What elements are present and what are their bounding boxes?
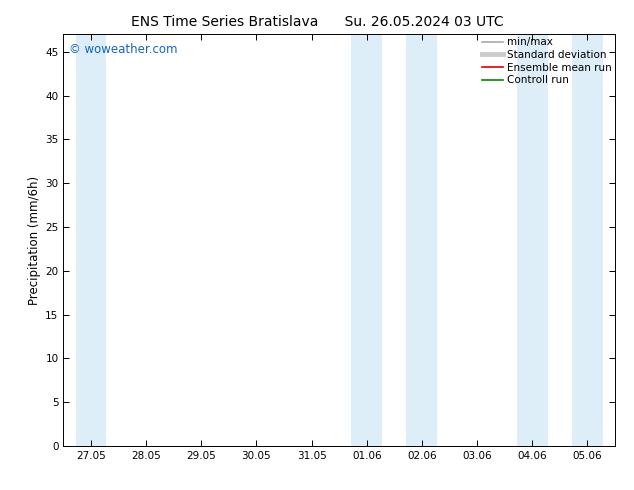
- Legend: min/max, Standard deviation, Ensemble mean run, Controll run: min/max, Standard deviation, Ensemble me…: [480, 35, 614, 87]
- Bar: [517, 34, 548, 446]
- Bar: [572, 34, 603, 446]
- Bar: [406, 34, 437, 446]
- Y-axis label: Precipitation (mm/6h): Precipitation (mm/6h): [28, 175, 41, 305]
- Bar: [75, 34, 107, 446]
- Text: ENS Time Series Bratislava      Su. 26.05.2024 03 UTC: ENS Time Series Bratislava Su. 26.05.202…: [131, 15, 503, 29]
- Bar: [351, 34, 382, 446]
- Text: © woweather.com: © woweather.com: [69, 43, 178, 55]
